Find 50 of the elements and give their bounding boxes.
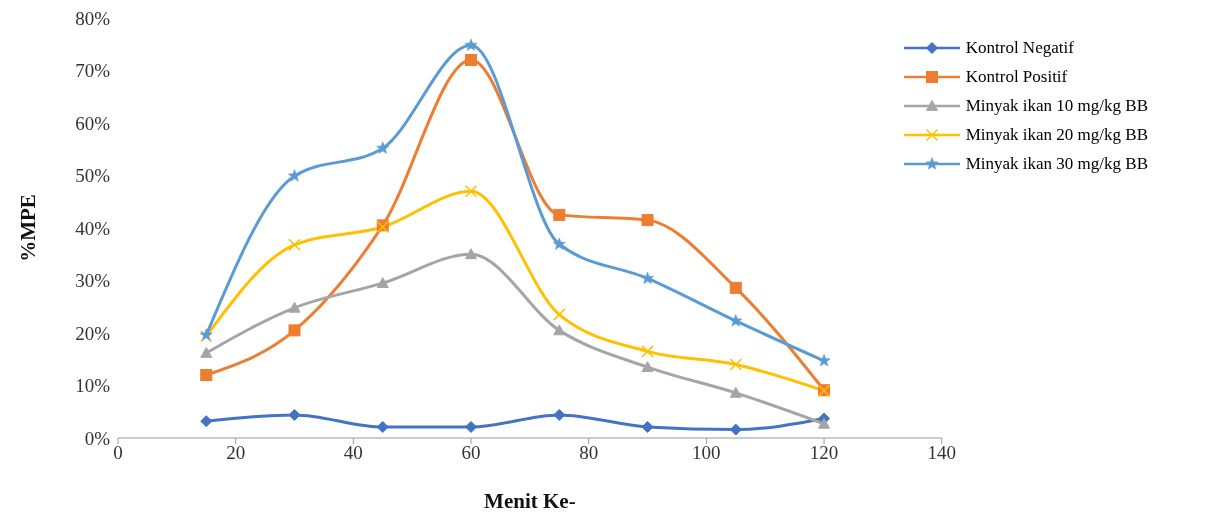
- point: [376, 141, 390, 154]
- x-tick-label: 100: [692, 442, 721, 464]
- point: [729, 314, 743, 327]
- legend-label: Minyak ikan 30 mg/kg BB: [965, 153, 1148, 174]
- x-tick-label: 0: [113, 442, 123, 464]
- point: [729, 358, 743, 371]
- y-tick-label: 80%: [75, 7, 111, 29]
- x-tick-label: 140: [927, 442, 956, 464]
- y-tick-label: 60%: [75, 112, 111, 134]
- point: [464, 38, 478, 51]
- point: [288, 408, 301, 421]
- point: [729, 386, 742, 398]
- x-axis-title: Menit Ke-: [484, 489, 576, 513]
- y-tick-label: 20%: [75, 322, 111, 344]
- y-tick-label: 10%: [75, 375, 111, 397]
- point: [552, 237, 566, 250]
- y-tick-label: 50%: [75, 165, 111, 187]
- point: [465, 54, 478, 66]
- y-tick-label: 30%: [75, 270, 111, 292]
- y-tick-label: 0%: [84, 427, 111, 449]
- point: [200, 369, 213, 381]
- point: [288, 238, 301, 252]
- point: [818, 417, 831, 429]
- y-axis-title: %MPE: [16, 194, 41, 262]
- x-tick-label: 40: [343, 442, 363, 464]
- point: [288, 301, 301, 313]
- legend-label: Minyak ikan 10 mg/kg BB: [965, 95, 1148, 116]
- point: [729, 281, 742, 294]
- point: [641, 361, 654, 373]
- legend-label: Kontrol Negatif: [965, 37, 1074, 58]
- y-tick-label: 70%: [75, 60, 111, 82]
- point: [553, 324, 566, 336]
- point: [464, 185, 478, 198]
- point: [641, 345, 654, 358]
- x-tick-label: 20: [226, 442, 246, 464]
- point: [200, 346, 213, 358]
- x-tick-label: 60: [461, 442, 481, 464]
- point: [641, 214, 654, 227]
- x-tick-label: 80: [579, 442, 599, 464]
- y-tick-label: 40%: [75, 217, 111, 239]
- point: [288, 169, 301, 182]
- point: [817, 354, 831, 367]
- point: [376, 277, 389, 289]
- legend-label: Minyak ikan 20 mg/kg BB: [965, 124, 1148, 145]
- point: [553, 208, 566, 221]
- x-tick-label: 120: [809, 442, 839, 464]
- point: [288, 324, 301, 337]
- point: [553, 308, 566, 321]
- point: [465, 248, 478, 260]
- legend-label: Kontrol Positif: [965, 66, 1068, 87]
